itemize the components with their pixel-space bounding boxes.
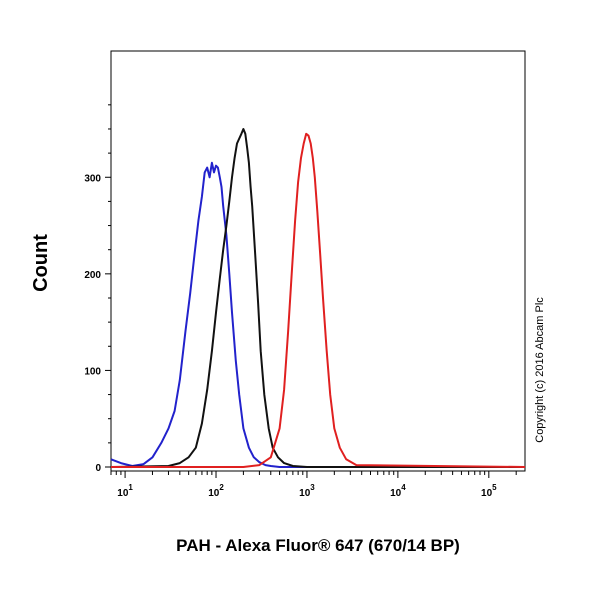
copyright-annotation: Copyright (c) 2016 Abcam Plc	[534, 297, 546, 443]
x-tick-label: 103	[299, 483, 315, 499]
series-line-2	[110, 128, 525, 468]
x-tick-label: 102	[208, 483, 224, 499]
y-tick-label: 100	[84, 366, 101, 377]
y-axis-title: Count	[30, 234, 52, 292]
x-axis-ticks: 101 102 103 104 105	[110, 471, 517, 499]
x-tick-label: 101	[117, 483, 133, 499]
x-axis-title: PAH - Alexa Fluor® 647 (670/14 BP)	[176, 536, 460, 555]
x-tick-label: 105	[481, 483, 497, 499]
y-tick-label: 300	[84, 173, 101, 184]
x-tick-label: 104	[390, 483, 406, 499]
y-tick-label: 200	[84, 270, 101, 281]
plot-frame	[110, 50, 526, 472]
series-line-3	[111, 132, 526, 468]
y-axis-ticks: 0 100 200 300	[84, 104, 111, 474]
y-tick-label: 0	[95, 463, 101, 474]
series-layer	[110, 128, 526, 468]
series-line-1	[110, 161, 525, 468]
